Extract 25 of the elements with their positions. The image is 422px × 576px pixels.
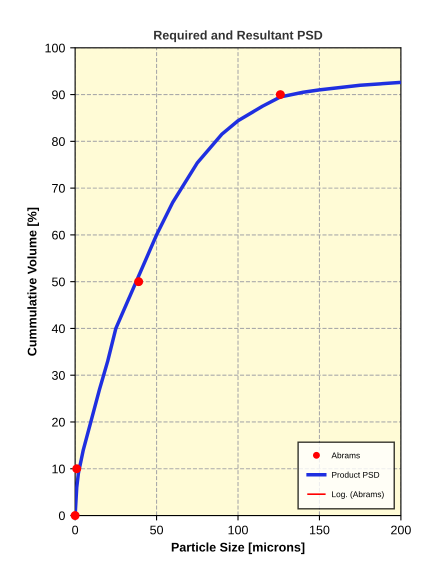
x-tick-label: 50 [150,526,164,534]
y-tick-label: 20 [52,418,65,427]
y-tick-label: 30 [52,371,65,380]
y-tick-label: 90 [52,90,65,100]
point [134,277,144,286]
legend-label: Product PSD [332,472,380,478]
chart-title: Required and Resultant PSD [154,30,322,42]
y-tick-label: 80 [52,137,65,146]
y-tick-label: 70 [52,184,65,193]
x-tick-label: 100 [228,526,248,534]
y-tick-label: 100 [45,44,65,52]
point [276,90,285,100]
y-tick-label: 50 [52,277,65,286]
y-tick-label: 40 [52,324,65,334]
legend-label: Abrams [331,452,360,458]
y-tick-label: 60 [52,230,65,240]
x-tick-label: 150 [310,526,330,534]
x-tick-label: 200 [391,526,411,534]
x-axis-title: Particle Size [microns] [172,542,304,554]
y-tick-label: 0 [58,511,65,520]
y-axis-title: Cummulative Volume [%] [27,208,39,356]
y-tick-label: 10 [52,464,65,474]
x-tick-label: 0 [72,526,78,534]
legend-label: Log. (Abrams) [332,491,384,499]
point [72,464,82,474]
